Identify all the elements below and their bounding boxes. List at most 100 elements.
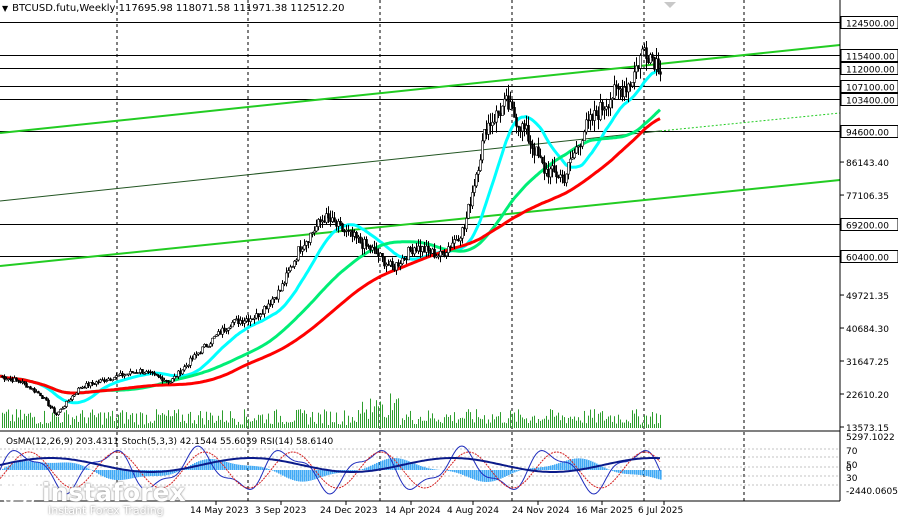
volume-bar [406,414,407,428]
osma-bar [420,465,422,470]
volume-bar [16,409,17,428]
osma-bar [104,470,106,478]
horizontal-levels [0,22,840,257]
volume-bar [398,398,399,428]
level-label: 112000.00 [846,66,895,76]
osma-bar [74,463,76,470]
candle-body [23,381,26,384]
osma-bar [486,470,488,482]
candle-body [81,386,84,389]
volume-bar [192,423,193,428]
volume-bar [506,423,507,428]
candle-body [17,379,20,382]
volume-bar [658,423,659,428]
oscillator-axis-label: -2440.0605 [846,487,898,497]
candle-body [119,372,122,376]
osma-bar [476,470,478,481]
candle-body [479,159,482,171]
volume-bar [214,422,215,428]
osma-bar [538,467,540,470]
volume-bar [606,418,607,428]
osma-bar [302,470,304,482]
osma-bar [556,463,558,470]
volume-bar [64,412,65,428]
candle-body [67,400,70,403]
osma-bar [614,470,616,472]
osma-bar [6,466,8,470]
candle-body [447,246,450,253]
volume-bar [244,409,245,428]
volume-bar [592,417,593,428]
level-label: 94600.00 [846,129,889,139]
osma-bar [170,470,172,475]
candle-body [9,378,12,380]
osma-bar [164,470,166,476]
candle-body [79,387,82,390]
volume-bar [40,422,41,428]
osma-bar [422,466,424,470]
osma-bar [226,461,228,470]
osma-bar [150,470,152,477]
osma-bar [462,470,464,475]
volume-bar [122,410,123,428]
volume-bar [364,412,365,428]
candle-body [165,379,168,382]
volume-bar [636,409,637,428]
moving-average-line [0,117,661,395]
candle-body [501,105,504,116]
dropdown-triangle-icon[interactable]: ▼ [2,4,9,13]
volume-bar [136,413,137,428]
volume-bar [18,417,19,428]
volume-bar [366,409,367,428]
osma-bar [504,470,506,477]
price-tick-label: 86143.40 [846,159,889,169]
volume-bar [262,414,263,428]
candle-body [527,125,530,142]
candle-body [615,84,618,87]
volume-bar [154,420,155,428]
candle-body [497,110,500,114]
osma-bar [640,470,642,476]
osma-bar [464,470,466,476]
volume-bar [472,419,473,428]
candle-body [75,392,78,395]
volume-bar [444,417,445,428]
volume-bar [660,414,661,428]
volume-bar [586,423,587,428]
osma-bar [242,465,244,470]
volume-bar [26,416,27,428]
osma-bar [4,467,6,470]
osma-bar [460,470,462,475]
osma-bar [448,470,450,472]
osma-bar [306,470,308,482]
volume-bar [650,416,651,428]
volume-bar [166,415,167,428]
candle-body [161,377,164,382]
volume-bar [36,423,37,428]
candle-body [205,344,208,347]
candle-body [195,353,198,356]
osma-bar [12,463,14,470]
osma-bar [330,470,332,475]
candle-body [193,354,196,360]
time-label: 3 Sep 2023 [255,506,306,516]
volume-bar [98,413,99,428]
shift-marker-icon[interactable] [664,2,676,8]
osma-bar [480,470,482,482]
osma-bar [218,459,220,470]
volume-bar [624,422,625,428]
volume-bar [610,415,611,428]
candle-body [223,327,226,332]
candle-body [247,318,250,322]
candle-body [651,54,654,58]
candle-body [491,121,494,126]
candle-body [277,289,280,300]
volume-bar [450,415,451,428]
candle-body [511,101,514,108]
volume-bar [466,411,467,428]
candle-body [117,374,120,377]
osma-bar [616,470,618,473]
candle-body [103,379,106,382]
candle-body [153,372,156,375]
